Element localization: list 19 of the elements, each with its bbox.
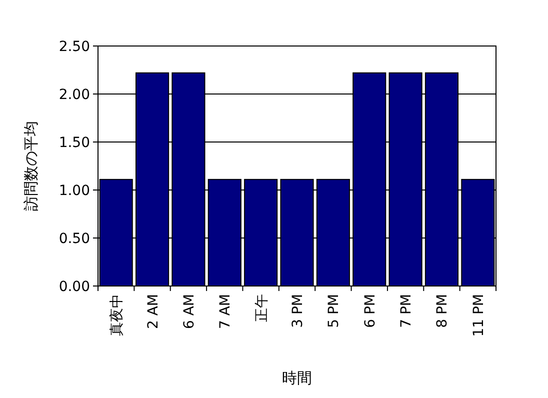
y-tick-label: 0.00 <box>58 279 90 295</box>
x-tick-label: 5 PM <box>326 294 342 328</box>
x-tick-label: 8 PM <box>434 294 451 328</box>
x-tick-label: 3 PM <box>290 294 306 328</box>
y-tick-label: 0.50 <box>58 231 90 247</box>
x-tick-label: 11 PM <box>470 294 487 337</box>
x-tick-label: 真夜中 <box>109 294 126 336</box>
y-axis-title: 訪問数の平均 <box>22 121 40 211</box>
x-tick-label: 6 PM <box>362 294 378 328</box>
x-tick-label: 2 AM <box>145 294 162 330</box>
x-tick-label: 7 AM <box>218 294 234 330</box>
y-tick-label: 2.50 <box>58 39 90 55</box>
x-tick-label: 正午 <box>254 294 270 322</box>
y-tick-label: 1.50 <box>58 135 90 151</box>
x-tick-label: 7 PM <box>398 294 415 328</box>
x-axis-title: 時間 <box>282 369 312 387</box>
y-tick-label: 2.00 <box>58 87 90 103</box>
x-tick-label: 6 AM <box>181 294 198 330</box>
y-tick-label: 1.00 <box>58 183 90 199</box>
